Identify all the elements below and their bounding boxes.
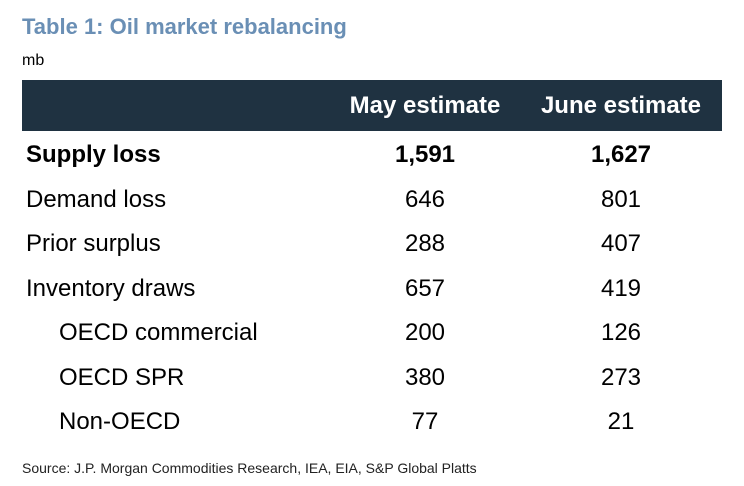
table-title: Table 1: Oil market rebalancing <box>22 14 347 39</box>
header-june-estimate: June estimate <box>540 91 702 119</box>
row-may-value: 1,591 <box>394 141 456 169</box>
row-june-value: 126 <box>600 319 642 347</box>
table-row-prior-surplus: Prior surplus 288 407 <box>22 222 722 267</box>
table-row-inventory-draws: Inventory draws 657 419 <box>22 267 722 312</box>
row-june-value: 21 <box>607 408 635 436</box>
row-june-value: 407 <box>600 230 642 258</box>
row-label: Inventory draws <box>26 274 196 302</box>
row-label: OECD commercial <box>59 319 258 347</box>
table-row-oecd-commercial: OECD commercial 200 126 <box>22 311 722 356</box>
row-may-value: 657 <box>404 274 446 302</box>
unit-label: mb <box>22 52 45 69</box>
row-label: OECD SPR <box>59 363 185 391</box>
data-table: May estimate June estimate Supply loss 1… <box>22 80 722 445</box>
row-june-value: 273 <box>600 363 642 391</box>
row-june-value: 419 <box>600 274 642 302</box>
row-label: Supply loss <box>26 141 161 169</box>
row-june-value: 801 <box>600 185 642 213</box>
table-header-row: May estimate June estimate <box>22 80 722 131</box>
row-label: Prior surplus <box>26 230 161 258</box>
row-may-value: 380 <box>404 363 446 391</box>
table-body: Supply loss 1,591 1,627 Demand loss 646 … <box>22 133 722 445</box>
row-may-value: 77 <box>411 408 439 436</box>
row-label: Demand loss <box>26 185 167 213</box>
header-may-estimate: May estimate <box>349 91 501 119</box>
row-label: Non-OECD <box>59 408 181 436</box>
row-may-value: 288 <box>404 230 446 258</box>
table-row-oecd-spr: OECD SPR 380 273 <box>22 356 722 401</box>
row-may-value: 646 <box>404 185 446 213</box>
row-june-value: 1,627 <box>590 141 652 169</box>
row-may-value: 200 <box>404 319 446 347</box>
table-row-demand-loss: Demand loss 646 801 <box>22 178 722 223</box>
source-note: Source: J.P. Morgan Commodities Research… <box>22 460 477 476</box>
table-row-non-oecd: Non-OECD 77 21 <box>22 400 722 445</box>
table-row-supply-loss: Supply loss 1,591 1,627 <box>22 133 722 178</box>
